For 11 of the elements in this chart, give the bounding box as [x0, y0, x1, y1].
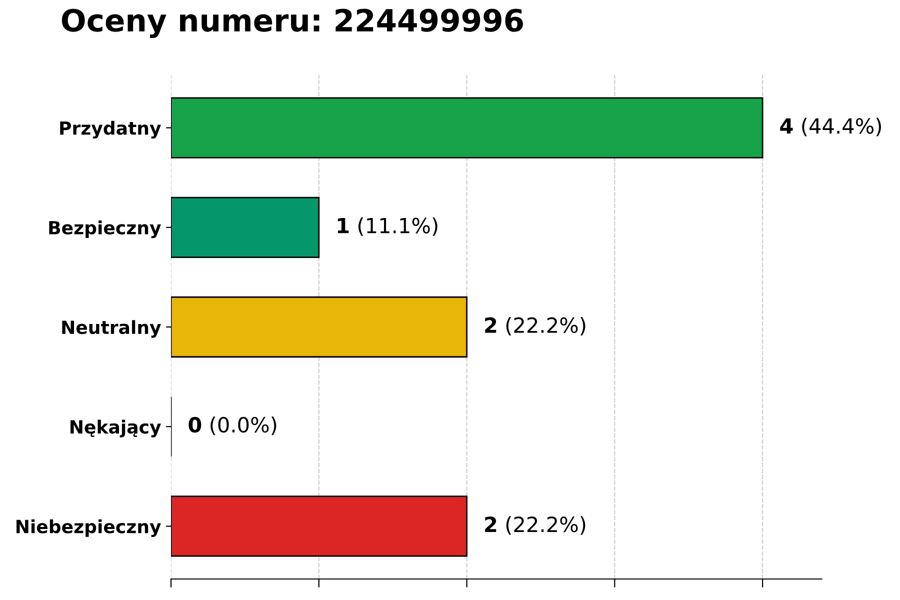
chart-title: Oceny numeru: 224499996	[62, 8, 523, 38]
data-label: 1 (11.1%)	[338, 217, 438, 236]
y-tick-label: Nękający	[70, 420, 161, 438]
data-label: 4 (44.4%)	[780, 118, 881, 136]
y-tick-label: Niebezpieczny	[16, 519, 161, 537]
data-label: 2 (22.2%)	[485, 316, 586, 336]
y-tick-label: Neutralny	[62, 320, 161, 338]
data-label: 2 (22.2%)	[485, 516, 586, 535]
y-tick-label: Przydatny	[60, 120, 161, 139]
y-tick-label: Bezpieczny	[49, 220, 161, 238]
data-label: 0 (0.0%)	[188, 416, 276, 436]
